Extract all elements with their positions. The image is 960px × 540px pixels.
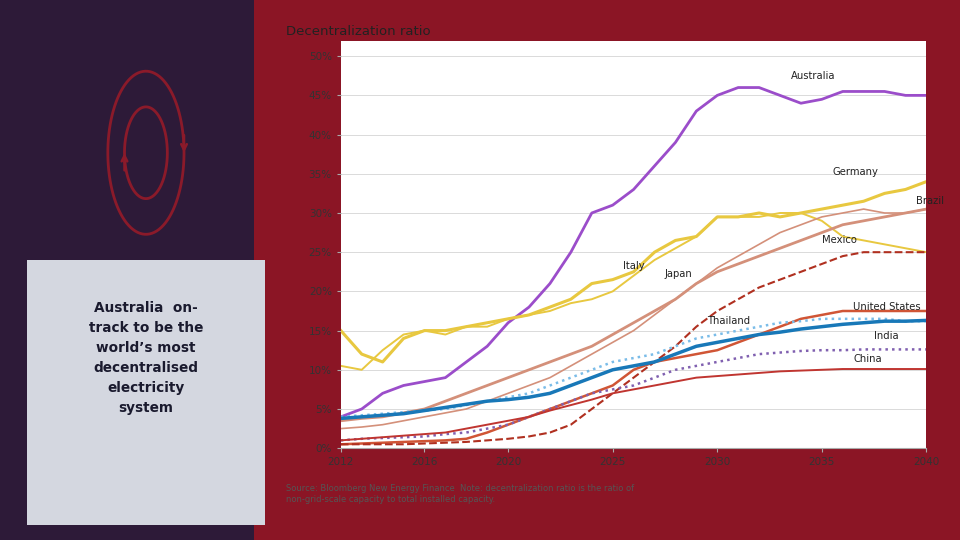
Text: Decentralization ratio: Decentralization ratio (286, 25, 431, 38)
Text: United States: United States (853, 302, 921, 312)
Text: China: China (853, 354, 882, 364)
Bar (27, 260, 265, 525)
Bar (254, 0, 960, 540)
Text: Australia: Australia (790, 71, 835, 81)
Text: Japan: Japan (665, 269, 693, 279)
Text: Australia  on-
track to be the
world’s most
decentralised
electricity
system: Australia on- track to be the world’s mo… (88, 301, 204, 415)
Text: India: India (875, 331, 899, 341)
Text: Germany: Germany (832, 167, 878, 177)
Text: Thailand: Thailand (707, 316, 750, 326)
Text: Brazil: Brazil (916, 196, 944, 206)
Text: Source: Bloomberg New Energy Finance  Note: decentralization ratio is the ratio : Source: Bloomberg New Energy Finance Not… (286, 484, 635, 504)
Text: Italy: Italy (623, 261, 645, 271)
Text: Mexico: Mexico (822, 235, 856, 245)
